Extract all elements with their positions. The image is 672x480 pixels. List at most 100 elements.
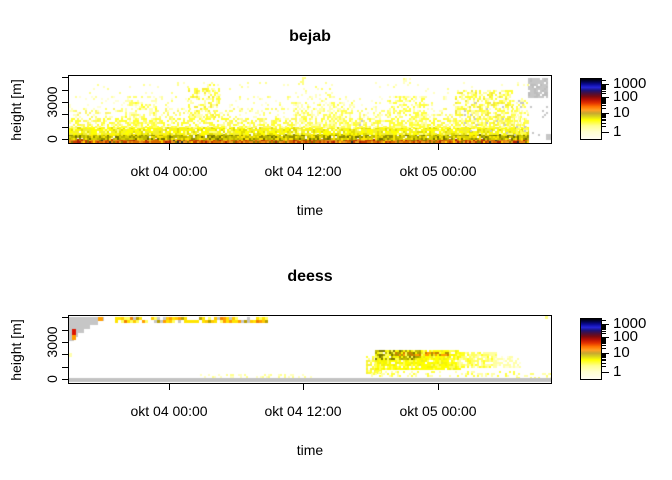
x-tick-label-2: okt 05 00:00 [399, 403, 477, 419]
axis-tick [303, 383, 304, 390]
colorbar-tick-label-100: 100 [613, 328, 639, 345]
axis-tick [601, 87, 606, 88]
axis-tick [601, 88, 606, 89]
axis-tick [601, 337, 609, 338]
axis-tick [601, 345, 606, 346]
axis-tick [601, 357, 606, 358]
axis-tick [601, 114, 606, 115]
axis-tick [601, 108, 606, 109]
axis-tick [601, 341, 606, 342]
colorbar-tick-label-1: 1 [613, 363, 622, 380]
axis-tick [601, 340, 606, 341]
axis-tick [601, 91, 606, 92]
x-axis-label: time [296, 202, 324, 218]
axis-tick [601, 363, 606, 364]
axis-tick [601, 328, 606, 329]
panel-deess: deess height [m] 3000 0 okt 04 00:00 okt… [0, 240, 672, 480]
axis-tick [601, 105, 606, 106]
colorbar [580, 78, 602, 140]
axis-tick [601, 117, 606, 118]
y-tick-label-3000: 3000 [44, 326, 60, 358]
plot-title: deess [287, 268, 333, 285]
axis-tick [438, 383, 439, 390]
y-axis-label: height [m] [8, 79, 24, 141]
axis-tick [601, 126, 606, 127]
axis-tick [303, 143, 304, 150]
plot-title: bejab [289, 28, 331, 45]
x-tick-label-0: okt 04 00:00 [130, 163, 208, 179]
axis-tick [601, 97, 609, 98]
axis-tick [601, 339, 606, 340]
axis-tick [601, 86, 606, 87]
x-axis-label: time [296, 442, 324, 458]
colorbar-tick-label-10: 10 [613, 104, 630, 121]
axis-tick [601, 342, 606, 343]
axis-tick [601, 115, 606, 116]
axis-tick [601, 372, 609, 373]
y-tick-label-0: 0 [44, 375, 60, 383]
axis-tick [62, 90, 68, 91]
axis-tick [601, 120, 606, 121]
colorbar-tick-label-100: 100 [613, 88, 639, 105]
axis-tick [62, 127, 68, 128]
y-axis-label: height [m] [8, 319, 24, 381]
axis-tick [601, 103, 606, 104]
axis-tick [62, 342, 68, 343]
axis-tick [601, 353, 609, 354]
axis-tick [62, 77, 68, 78]
x-tick-label-2: okt 05 00:00 [399, 163, 477, 179]
axis-tick [601, 327, 606, 328]
x-tick-label-1: okt 04 12:00 [264, 163, 342, 179]
axis-tick [601, 119, 606, 120]
axis-tick [601, 355, 606, 356]
axis-tick [601, 359, 606, 360]
heatmap-canvas [69, 76, 551, 143]
axis-tick [601, 348, 606, 349]
axis-tick [601, 85, 606, 86]
axis-tick [601, 123, 606, 124]
y-tick-label-0: 0 [44, 135, 60, 143]
plot-box [68, 75, 552, 144]
axis-tick [601, 326, 606, 327]
axis-tick [601, 324, 609, 325]
axis-tick [62, 330, 68, 331]
axis-tick [62, 367, 68, 368]
axis-tick [601, 360, 606, 361]
axis-tick [169, 383, 170, 390]
axis-tick [601, 338, 606, 339]
axis-tick [62, 102, 68, 103]
colorbar [580, 318, 602, 380]
axis-tick [601, 80, 606, 81]
colorbar-tick-label-1000: 1000 [613, 315, 647, 332]
axis-tick [62, 317, 68, 318]
axis-tick [601, 320, 606, 321]
axis-tick [601, 366, 606, 367]
axis-tick [601, 99, 606, 100]
axis-tick [62, 139, 68, 140]
axis-tick [62, 379, 68, 380]
axis-tick [601, 89, 606, 90]
axis-tick [601, 116, 606, 117]
axis-tick [169, 143, 170, 150]
plot-box [68, 315, 552, 384]
axis-tick [601, 331, 606, 332]
axis-tick [601, 84, 609, 85]
axis-tick [601, 333, 606, 334]
heatmap-canvas [69, 316, 551, 383]
colorbar-tick-label-1000: 1000 [613, 75, 647, 92]
axis-tick [601, 93, 606, 94]
y-tick-label-3000: 3000 [44, 86, 60, 118]
axis-tick [601, 329, 606, 330]
axis-tick [601, 343, 606, 344]
axis-tick [601, 101, 606, 102]
axis-tick [601, 354, 606, 355]
x-tick-label-1: okt 04 12:00 [264, 403, 342, 419]
axis-tick [62, 114, 68, 115]
colorbar-tick-label-1: 1 [613, 123, 622, 140]
colorbar-tick-label-10: 10 [613, 344, 630, 361]
axis-tick [601, 132, 609, 133]
axis-tick [438, 143, 439, 150]
axis-tick [601, 325, 606, 326]
axis-tick [601, 100, 606, 101]
